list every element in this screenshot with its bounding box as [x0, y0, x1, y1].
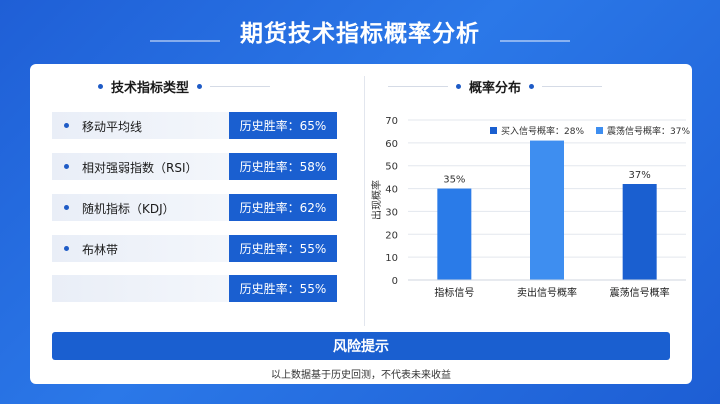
risk-disclaimer: 以上数据基于历史回测，不代表未来收益	[271, 370, 451, 381]
indicator-row-rsi: 相对强弱指数（RSI） 历史胜率：58%	[52, 153, 337, 180]
y-tick-label: 70	[385, 116, 398, 127]
bar	[622, 184, 657, 280]
bar-data-label: 35%	[443, 175, 465, 186]
indicator-name: 相对强弱指数（RSI）	[82, 161, 198, 175]
y-tick-label: 20	[385, 230, 398, 241]
chart-svg: 0 10 20 30 40 50 60 70 出现概率 35% 指标信号 卖出信号概率 37% 震荡信号概…	[370, 116, 690, 299]
left-title-dot-right	[197, 84, 203, 89]
section-divider	[364, 76, 365, 326]
title-deco-left	[150, 40, 220, 42]
x-tick-label: 卖出信号概率	[517, 286, 577, 299]
y-tick-label: 60	[385, 139, 398, 150]
indicator-row-ma: 移动平均线 历史胜率：65%	[52, 112, 337, 139]
indicator-row-kdj: 随机指标（KDJ） 历史胜率：62%	[52, 194, 337, 221]
title-bar: 期货技术指标概率分析	[0, 0, 720, 62]
bar-data-label: 37%	[629, 170, 651, 181]
right-title-dot-left	[456, 84, 461, 89]
indicator-row-boll: 布林带 历史胜率：55%	[52, 235, 337, 262]
indicator-name: 移动平均线	[82, 120, 143, 134]
right-section-title: 概率分布	[388, 77, 603, 96]
left-title-dot-left	[98, 84, 103, 89]
y-tick-label: 10	[385, 253, 398, 264]
left-title-rule-right	[210, 86, 271, 87]
bar	[437, 188, 472, 280]
legend-swatch	[596, 127, 603, 134]
indicator-row-extra: 历史胜率：55%	[52, 275, 337, 302]
left-section-heading: 技术指标类型	[111, 81, 190, 96]
bullet-icon	[64, 205, 69, 210]
indicator-rate: 历史胜率：55%	[229, 235, 337, 262]
right-title-rule-left	[388, 86, 448, 87]
bar	[530, 140, 564, 280]
y-tick-label: 40	[385, 185, 398, 196]
indicator-name: 布林带	[82, 243, 119, 257]
title-deco-right	[500, 40, 570, 42]
right-title-rule-right	[542, 86, 603, 87]
bullet-icon	[64, 164, 69, 169]
right-section-heading: 概率分布	[469, 81, 522, 96]
right-title-dot-right	[529, 84, 535, 89]
risk-banner: 风险提示	[52, 332, 670, 360]
bullet-icon	[64, 246, 69, 251]
risk-title: 风险提示	[333, 339, 389, 355]
indicator-rate: 历史胜率：58%	[229, 153, 337, 180]
legend-swatch	[490, 127, 497, 134]
x-tick-label: 震荡信号概率	[610, 286, 670, 299]
probability-chart: 0 10 20 30 40 50 60 70 出现概率 35% 指标信号 卖出信号概率 37% 震荡信号概…	[368, 100, 692, 340]
y-tick-label: 50	[385, 162, 398, 173]
legend-label: 买入信号概率：28%	[501, 125, 584, 137]
x-tick-label: 指标信号	[434, 286, 474, 299]
indicator-rate: 历史胜率：62%	[229, 194, 337, 221]
y-tick-label: 30	[385, 207, 398, 218]
y-axis-label: 出现概率	[370, 180, 383, 220]
indicator-rate: 历史胜率：55%	[229, 275, 337, 302]
indicator-rate: 历史胜率：65%	[229, 112, 337, 139]
legend-label: 震荡信号概率：37%	[607, 125, 690, 137]
page-title: 期货技术指标概率分析	[240, 21, 480, 47]
content-panel: 技术指标类型 移动平均线 历史胜率：65% 相对强弱指数（RSI） 历史胜率：5…	[30, 64, 692, 384]
indicator-name: 随机指标（KDJ）	[82, 202, 175, 216]
left-section-title: 技术指标类型	[90, 77, 271, 96]
y-tick-label: 0	[392, 276, 398, 287]
bullet-icon	[64, 123, 69, 128]
